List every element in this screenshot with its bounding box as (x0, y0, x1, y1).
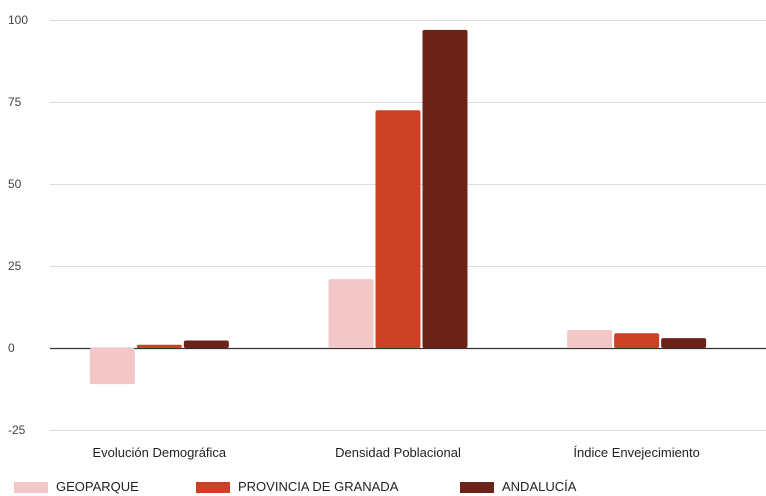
bar-provincia-de-granada-0 (136, 344, 182, 348)
x-category-label: Índice Envejecimiento (573, 445, 699, 460)
x-axis-category-labels: Evolución Demográfica Densidad Poblaciona… (92, 445, 699, 460)
legend-label-provincia-de-granada: PROVINCIA DE GRANADA (238, 479, 399, 494)
bar-provincia-de-granada-2 (614, 333, 660, 348)
bar-chart: -25 0 25 50 75 100 Evolución Demográfica Densi… (8, 13, 766, 460)
legend-item-geoparque: GEOPARQUE (14, 480, 139, 494)
y-tick-label: 50 (8, 177, 22, 191)
legend-label-geoparque: GEOPARQUE (56, 479, 139, 494)
legend-swatch-provincia-de-granada (196, 481, 230, 493)
bar-andaluc-a-1 (422, 29, 468, 349)
bar-andaluc-a-0 (183, 340, 229, 348)
y-tick-label: 0 (8, 341, 15, 355)
legend-swatch-andalucia (460, 481, 494, 493)
bars (89, 29, 707, 385)
y-tick-label: 75 (8, 95, 22, 109)
y-axis-tick-labels: -25 0 25 50 75 100 (8, 13, 28, 437)
x-category-label: Evolución Demográfica (92, 445, 226, 460)
legend-label-andalucia: ANDALUCÍA (502, 479, 577, 494)
bar-geoparque-0 (89, 348, 135, 385)
y-tick-label: 25 (8, 259, 22, 273)
y-tick-label: -25 (8, 423, 26, 437)
legend: GEOPARQUE PROVINCIA DE GRANADA ANDALUCÍA (14, 480, 754, 496)
bar-provincia-de-granada-1 (375, 110, 421, 348)
legend-swatch-geoparque (14, 481, 48, 493)
bar-andaluc-a-2 (661, 338, 707, 348)
x-category-label: Densidad Poblacional (335, 445, 461, 460)
legend-item-andalucia: ANDALUCÍA (460, 480, 576, 494)
bar-geoparque-1 (328, 279, 374, 348)
y-tick-label: 100 (8, 13, 28, 27)
legend-item-provincia-de-granada: PROVINCIA DE GRANADA (196, 480, 398, 494)
bar-geoparque-2 (567, 329, 613, 348)
